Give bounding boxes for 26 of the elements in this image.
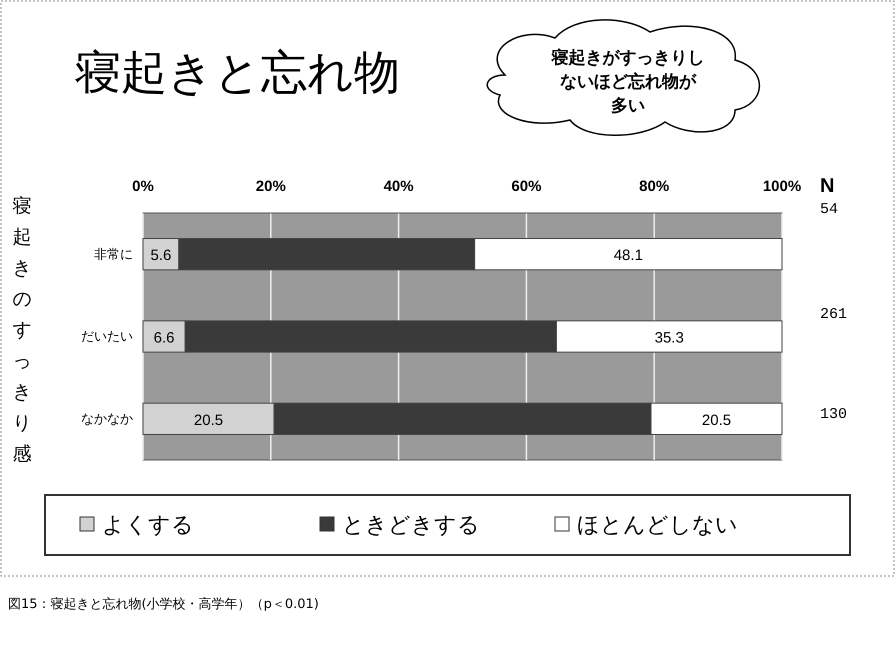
y-tick-label: 非常に (94, 246, 133, 262)
legend-label: ときどきする (342, 513, 480, 538)
data-label: 20.5 (702, 412, 732, 429)
legend-label: よくする (102, 513, 194, 538)
text: 寝起きがすっきりしないほど忘れ物が多い (550, 48, 704, 116)
text: N (820, 175, 834, 197)
y-tick-label: だいたい (81, 328, 133, 344)
legend-label: ほとんどしない (577, 513, 738, 538)
caption: 図15：寝起きと忘れ物(小学校・高学年）（p＜0.01) (8, 596, 319, 612)
y-tick-label: なかなか (81, 410, 133, 426)
x-tick-label: 40% (384, 178, 414, 195)
data-label: 35.3 (654, 330, 684, 346)
x-tick-label: 80% (639, 178, 670, 195)
data-label: 20.5 (194, 412, 224, 429)
text: 54 (820, 201, 838, 218)
data-label: 48.1 (614, 247, 643, 264)
chart-title: 寝起きと忘れ物 (75, 45, 400, 99)
x-tick-label: 100% (762, 178, 802, 195)
x-tick-label: 60% (511, 178, 542, 195)
x-tick-label: 20% (256, 178, 286, 195)
text: 130 (820, 406, 848, 423)
text: 寝起きのすっきり感 (12, 195, 32, 465)
data-label: 6.6 (154, 330, 175, 346)
data-label: 5.6 (150, 247, 172, 264)
text: 261 (820, 306, 848, 323)
x-tick-label: 0% (132, 178, 154, 195)
